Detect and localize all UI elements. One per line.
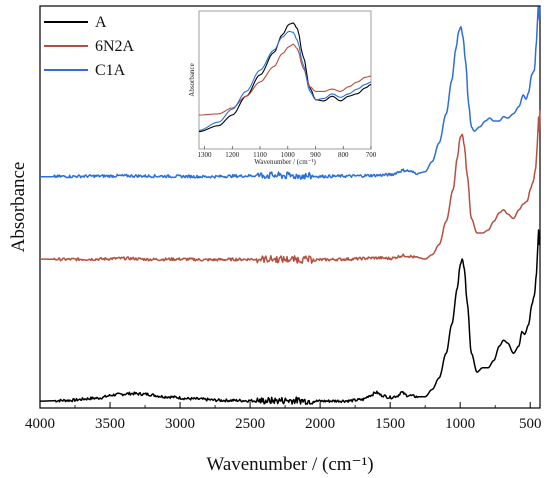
- x-tick-label-1500: 1500: [375, 416, 405, 432]
- x-tick-label-2500: 2500: [235, 416, 265, 432]
- x-tick-label-3000: 3000: [165, 416, 195, 432]
- inset-x-tick-label-900: 900: [310, 151, 321, 159]
- x-tick-label-1000: 1000: [445, 416, 475, 432]
- inset-series-layer: [198, 22, 372, 133]
- inset-x-tick-label-1300: 1300: [198, 151, 213, 159]
- series-line-a: [40, 229, 541, 405]
- x-tick-label-4000: 4000: [25, 416, 55, 432]
- x-axis-ticks: 4000 3500 3000 2500 2000 1500 1000 500: [25, 402, 541, 432]
- inset-x-tick-label-800: 800: [338, 151, 349, 159]
- inset-series-line-c1a: [198, 30, 372, 131]
- inset-y-axis-title: Absorbance: [188, 63, 196, 96]
- series-line-6n2a: [40, 109, 541, 264]
- series-line-c1a: [40, 6, 541, 180]
- inset-x-tick-label-700: 700: [366, 151, 377, 159]
- inset-series-line-6n2a: [199, 43, 372, 116]
- inset-x-tick-label-1200: 1200: [225, 151, 240, 159]
- inset-x-tick-label-1000: 1000: [281, 151, 296, 159]
- legend-label-c1a: C1A: [95, 62, 126, 79]
- y-axis-title: Absorbance: [8, 162, 29, 253]
- inset-series-line-a: [198, 22, 372, 133]
- series-layer: [40, 6, 541, 405]
- x-tick-label-500: 500: [519, 416, 542, 432]
- x-tick-label-3500: 3500: [95, 416, 125, 432]
- plot-frame: [39, 5, 541, 409]
- x-axis-title: Wavenumber / (cm⁻¹): [206, 454, 373, 475]
- legend: A 6N2A C1A: [44, 14, 135, 79]
- inset-x-tick-label-1100: 1100: [253, 151, 267, 159]
- legend-label-6n2a: 6N2A: [95, 38, 135, 55]
- inset-x-axis-title: Wavenumber / (cm⁻¹): [254, 158, 316, 166]
- inset-frame: [198, 10, 372, 150]
- inset-x-axis-ticks: 1300 1200 1100 1000 900 800 700: [198, 146, 377, 159]
- x-tick-label-2000: 2000: [305, 416, 335, 432]
- inset-chart: 1300 1200 1100 1000 900 800 700 Wavenumber / (…: [188, 10, 377, 166]
- legend-label-a: A: [95, 14, 107, 31]
